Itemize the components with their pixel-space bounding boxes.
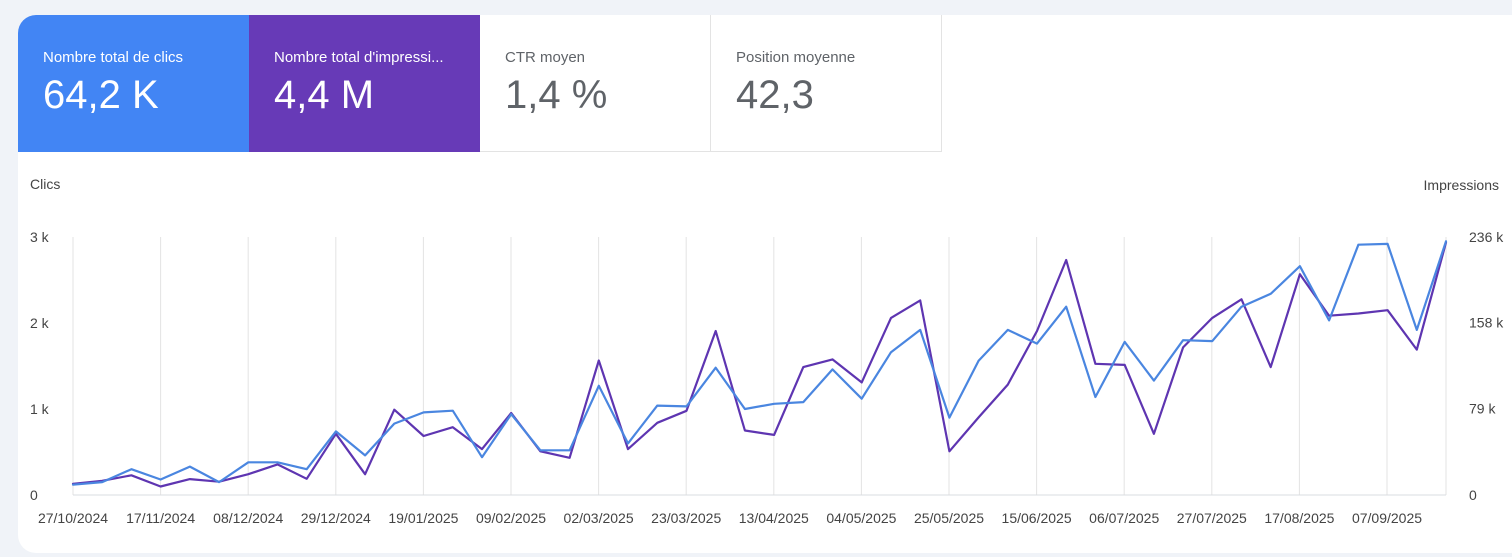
left-tick-label: 0: [30, 487, 38, 503]
x-tick-label: 06/07/2025: [1089, 510, 1159, 526]
x-tick-label: 13/04/2025: [739, 510, 809, 526]
series-line-clics: [71, 240, 1448, 486]
x-tick-label: 23/03/2025: [651, 510, 721, 526]
metric-value: 1,4 %: [505, 73, 608, 117]
metric-tab-impressions[interactable]: Nombre total d'impressi... 4,4 M: [249, 15, 480, 152]
x-tick-label: 27/07/2025: [1177, 510, 1247, 526]
metric-value: 4,4 M: [274, 73, 375, 117]
right-tick-label: 79 k: [1469, 401, 1496, 417]
metric-tab-ctr[interactable]: CTR moyen 1,4 %: [480, 15, 711, 152]
metric-tab-position[interactable]: Position moyenne 42,3: [711, 15, 942, 152]
left-axis-title: Clics: [30, 176, 60, 192]
right-tick-label: 236 k: [1469, 229, 1504, 245]
x-tick-label: 25/05/2025: [914, 510, 984, 526]
left-tick-label: 3 k: [30, 229, 50, 245]
x-tick-label: 27/10/2024: [38, 510, 108, 526]
right-axis-title: Impressions: [1424, 177, 1499, 193]
metric-tabs: Nombre total de clics 64,2 K Nombre tota…: [18, 15, 942, 152]
metric-value: 42,3: [736, 73, 814, 117]
x-tick-label: 29/12/2024: [301, 510, 371, 526]
x-tick-label: 17/08/2025: [1264, 510, 1334, 526]
metric-tab-clicks[interactable]: Nombre total de clics 64,2 K: [18, 15, 249, 152]
x-tick-label: 04/05/2025: [826, 510, 896, 526]
left-tick-label: 2 k: [30, 315, 50, 331]
metric-value: 64,2 K: [43, 73, 159, 117]
right-tick-label: 0: [1469, 487, 1477, 503]
right-tick-label: 158 k: [1469, 314, 1504, 330]
performance-card: Nombre total de clics 64,2 K Nombre tota…: [18, 15, 1512, 553]
x-tick-label: 19/01/2025: [388, 510, 458, 526]
x-tick-label: 15/06/2025: [1002, 510, 1072, 526]
left-tick-label: 1 k: [30, 401, 50, 417]
performance-chart: Clics Impressions 27/10/2024 17/11/2024 08/1…: [30, 176, 1504, 526]
series-line-impressions: [71, 241, 1448, 488]
x-tick-label: 09/02/2025: [476, 510, 546, 526]
x-tick-label: 07/09/2025: [1352, 510, 1422, 526]
x-tick-label: 02/03/2025: [564, 510, 634, 526]
x-tick-label: 17/11/2024: [126, 510, 195, 526]
x-tick-label: 08/12/2024: [213, 510, 283, 526]
